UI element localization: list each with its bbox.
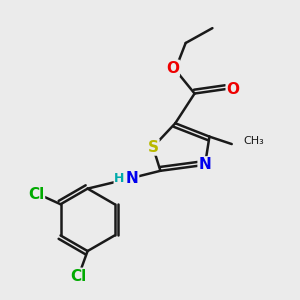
Text: N: N xyxy=(126,171,139,186)
Text: CH₃: CH₃ xyxy=(243,136,264,146)
Text: Cl: Cl xyxy=(28,187,44,202)
Text: S: S xyxy=(148,140,158,154)
Text: N: N xyxy=(199,158,212,172)
Text: O: O xyxy=(227,82,240,97)
Text: Cl: Cl xyxy=(70,269,87,284)
Text: H: H xyxy=(114,172,124,185)
Text: O: O xyxy=(166,61,179,76)
